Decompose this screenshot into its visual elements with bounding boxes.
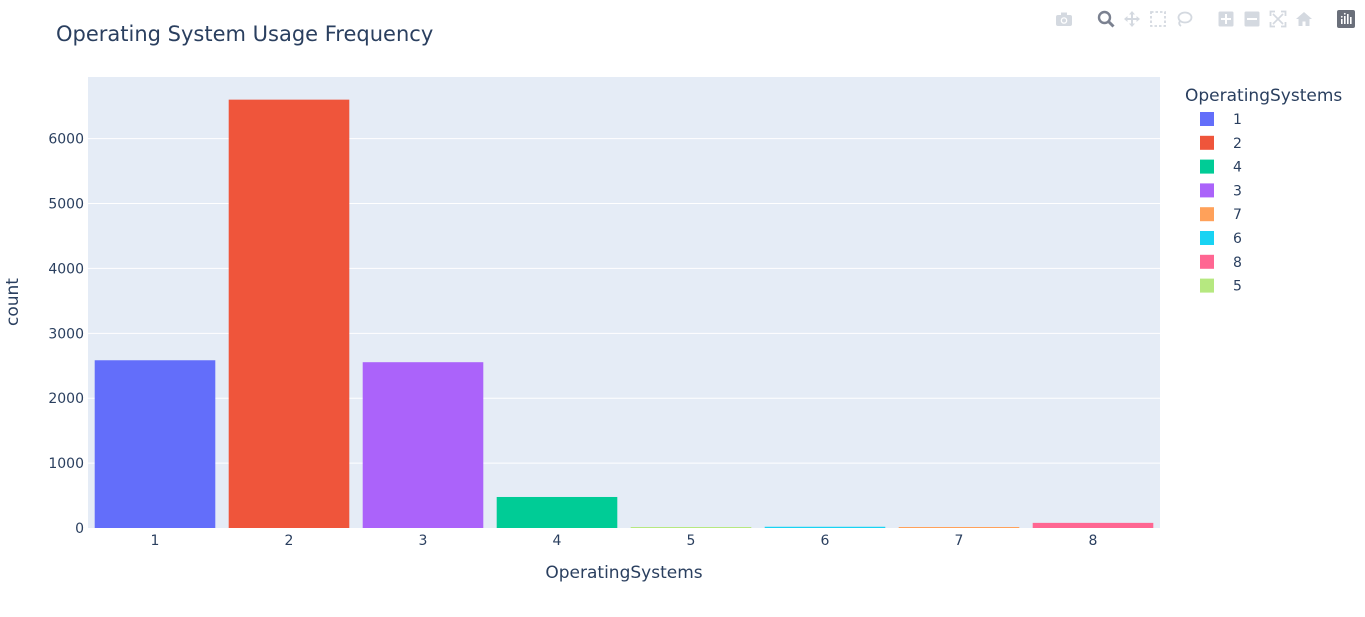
bar-8[interactable]: [1032, 522, 1154, 528]
x-tick-label: 8: [1089, 533, 1098, 549]
zoom-icon[interactable]: [1095, 8, 1117, 30]
pan-icon[interactable]: [1121, 8, 1143, 30]
bar-7[interactable]: [898, 527, 1020, 528]
x-tick-label: 5: [687, 533, 696, 549]
legend-label[interactable]: 4: [1233, 160, 1242, 176]
legend-label[interactable]: 1: [1233, 112, 1242, 128]
legend-label[interactable]: 8: [1233, 255, 1242, 271]
bar-3[interactable]: [362, 362, 484, 528]
bar-5[interactable]: [630, 527, 752, 528]
plotly-logo-icon[interactable]: [1335, 8, 1357, 30]
x-tick-labels: 1 2 3 4 5 6 7 8: [151, 533, 1098, 549]
y-tick-label: 5000: [48, 197, 84, 213]
y-tick-labels: 0 1000 2000 3000 4000 5000 6000: [48, 132, 84, 537]
legend-swatch[interactable]: [1200, 254, 1214, 269]
autoscale-icon[interactable]: [1267, 8, 1289, 30]
x-tick-label: 3: [419, 533, 428, 549]
y-tick-label: 0: [75, 521, 84, 537]
legend-swatch[interactable]: [1200, 112, 1214, 126]
modebar: [1053, 8, 1357, 30]
legend-label[interactable]: 3: [1233, 183, 1242, 199]
y-tick-label: 6000: [48, 132, 84, 148]
x-axis-title: OperatingSystems: [545, 563, 702, 583]
y-tick-label: 2000: [48, 391, 84, 407]
bar-6[interactable]: [764, 526, 886, 528]
y-tick-label: 3000: [48, 326, 84, 342]
legend-label[interactable]: 6: [1233, 231, 1242, 247]
x-tick-label: 7: [955, 533, 964, 549]
y-tick-label: 1000: [48, 456, 84, 472]
legend-swatch[interactable]: [1200, 135, 1214, 150]
legend-swatch[interactable]: [1200, 159, 1214, 174]
x-tick-label: 6: [821, 533, 830, 549]
chart-title: Operating System Usage Frequency: [56, 22, 433, 46]
lasso-select-icon[interactable]: [1173, 8, 1195, 30]
camera-icon[interactable]: [1053, 8, 1075, 30]
x-tick-label: 2: [285, 533, 294, 549]
bars: [94, 99, 1154, 528]
bar-2[interactable]: [228, 99, 350, 528]
zoom-out-icon[interactable]: [1241, 8, 1263, 30]
legend-swatch[interactable]: [1200, 183, 1214, 198]
x-tick-label: 4: [553, 533, 562, 549]
legend-swatch[interactable]: [1200, 231, 1214, 245]
reset-axes-icon[interactable]: [1293, 8, 1315, 30]
legend: 1 2 4 3 7 6 8 5: [1200, 112, 1242, 295]
legend-swatch[interactable]: [1200, 278, 1214, 293]
legend-label[interactable]: 2: [1233, 136, 1242, 152]
legend-swatch[interactable]: [1200, 207, 1214, 222]
bar-4[interactable]: [496, 496, 618, 528]
x-tick-label: 1: [151, 533, 160, 549]
legend-label[interactable]: 7: [1233, 207, 1242, 223]
y-tick-label: 4000: [48, 261, 84, 277]
y-axis-title: count: [3, 278, 23, 326]
zoom-in-icon[interactable]: [1215, 8, 1237, 30]
legend-title: OperatingSystems: [1185, 86, 1342, 106]
bar-1[interactable]: [94, 360, 216, 528]
legend-label[interactable]: 5: [1233, 279, 1242, 295]
box-select-icon[interactable]: [1147, 8, 1169, 30]
